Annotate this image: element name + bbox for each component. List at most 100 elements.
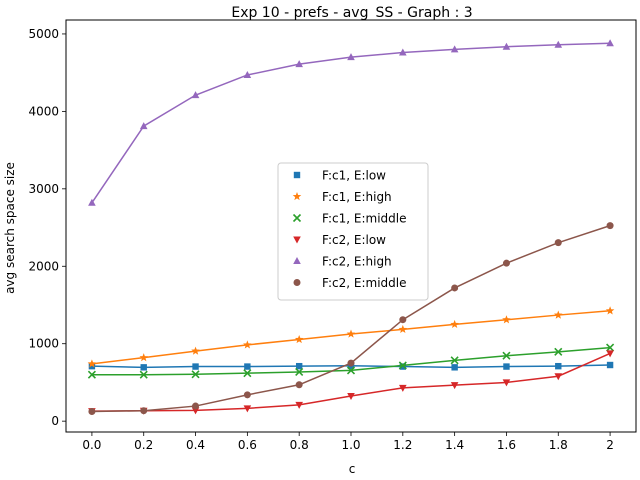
data-point-s4-11	[606, 350, 614, 358]
legend-marker-3	[292, 213, 302, 223]
data-point-s1-3	[192, 363, 199, 370]
data-point-s5-2	[139, 122, 148, 130]
data-point-s5-1	[88, 198, 96, 206]
y-tick-label: 5000	[28, 27, 59, 41]
data-point-s2-7	[398, 324, 408, 334]
data-point-s6-1	[88, 407, 96, 415]
data-point-s6-11	[606, 222, 614, 230]
data-point-s4-9	[502, 379, 511, 387]
x-tick-label: 1.0	[341, 438, 360, 452]
data-point-s3-8	[450, 356, 459, 365]
x-tick-label: 0.4	[186, 438, 205, 452]
data-point-s6-10	[554, 239, 562, 247]
data-point-s6-7	[399, 316, 407, 324]
legend-marker-2	[292, 192, 302, 201]
data-point-s6-8	[451, 284, 459, 292]
data-point-s1-2	[140, 364, 147, 371]
legend-marker-1	[293, 171, 301, 179]
data-point-s5-8	[450, 45, 459, 53]
legend-box	[277, 162, 429, 301]
data-point-s6-9	[502, 259, 510, 267]
data-point-s3-5	[295, 367, 304, 377]
data-point-s4-4	[243, 405, 252, 413]
legend-label-3: F:c1, E:middle	[322, 212, 406, 226]
data-point-s2-4	[243, 340, 252, 349]
x-tick-label: 0.6	[238, 438, 257, 452]
x-axis: 0.0 0.2 0.4 0.6 0.8 1.0 1.2 1.4 1.6 1.8 2	[82, 432, 614, 452]
y-axis: 0 1000 2000 3000 4000 5000	[28, 27, 66, 428]
data-point-s4-5	[295, 401, 303, 409]
data-point-s6-6	[347, 359, 355, 367]
legend-marker-4	[293, 236, 301, 244]
legend-label-1: F:c1, E:low	[322, 169, 386, 183]
data-point-s1-1	[88, 362, 96, 370]
data-point-s3-6	[346, 366, 356, 375]
data-point-s2-8	[450, 319, 459, 328]
data-point-s6-2	[140, 407, 148, 415]
data-point-s5-4	[243, 70, 252, 78]
plot-content	[87, 39, 615, 416]
data-point-s5-3	[191, 91, 200, 99]
data-point-s2-10	[553, 310, 563, 319]
x-tick-label: 1.4	[445, 438, 464, 452]
chart-title: Exp 10 - prefs - avg_SS - Graph : 3	[231, 5, 472, 21]
data-point-s2-9	[502, 315, 511, 324]
data-point-s3-4	[243, 369, 252, 378]
data-point-s4-8	[450, 382, 459, 390]
data-point-s5-9	[502, 42, 511, 50]
data-point-s6-4	[243, 391, 251, 399]
legend: F:c1, E:low F:c1, E:high F:c1, E:middle F:c…	[277, 162, 429, 301]
data-point-s3-10	[554, 347, 563, 356]
x-axis-label: c	[349, 462, 356, 476]
data-point-s1-7	[399, 363, 407, 370]
data-point-s2-5	[294, 334, 304, 344]
data-point-s2-6	[346, 329, 356, 338]
x-tick-label: 1.6	[497, 438, 516, 452]
x-tick-label: 0.8	[290, 438, 309, 452]
data-point-s1-8	[451, 364, 458, 371]
data-point-s3-9	[502, 351, 511, 360]
y-tick-label: 3000	[28, 182, 59, 196]
data-point-s1-4	[244, 363, 251, 370]
data-point-s5-5	[295, 60, 303, 68]
x-tick-label: 1.2	[393, 438, 412, 452]
data-point-s3-1	[87, 370, 96, 379]
legend-label-6: F:c2, E:middle	[322, 276, 406, 290]
data-point-s2-3	[191, 346, 200, 355]
data-point-s5-7	[399, 48, 407, 56]
data-point-s4-7	[399, 384, 407, 392]
x-tick-label: 1.8	[549, 438, 568, 452]
legend-label-4: F:c2, E:low	[322, 233, 386, 247]
data-point-s5-6	[347, 53, 355, 61]
data-point-s4-3	[191, 407, 200, 415]
data-point-s5-11	[606, 39, 614, 47]
data-point-s6-5	[295, 381, 303, 389]
data-point-s2-1	[87, 359, 97, 368]
x-tick-label: 2	[606, 438, 614, 452]
legend-label-5: F:c2, E:high	[322, 255, 392, 269]
data-point-s2-11	[605, 306, 615, 315]
data-point-s6-3	[192, 402, 200, 410]
x-tick-label: 0.2	[134, 438, 153, 452]
data-point-s3-2	[139, 370, 148, 379]
y-axis-label: avg search space size	[3, 162, 17, 294]
y-tick-label: 1000	[28, 337, 59, 351]
data-point-s1-10	[555, 362, 562, 370]
data-point-s3-7	[398, 361, 407, 370]
y-tick-label: 4000	[28, 104, 59, 118]
data-point-s2-2	[139, 353, 149, 362]
data-point-s5-10	[554, 40, 563, 48]
x-tick-label: 0.0	[82, 438, 101, 452]
data-point-s3-3	[191, 370, 200, 379]
data-point-s4-10	[554, 373, 563, 381]
legend-marker-6	[293, 279, 301, 286]
data-point-s3-11	[606, 343, 615, 352]
data-point-s4-6	[347, 392, 355, 400]
data-point-s1-9	[503, 363, 510, 370]
y-tick-label: 0	[51, 414, 59, 428]
data-point-s1-5	[295, 362, 303, 370]
series-line-2	[91, 310, 611, 365]
y-tick-label: 2000	[28, 259, 59, 273]
data-point-s1-11	[606, 361, 614, 369]
